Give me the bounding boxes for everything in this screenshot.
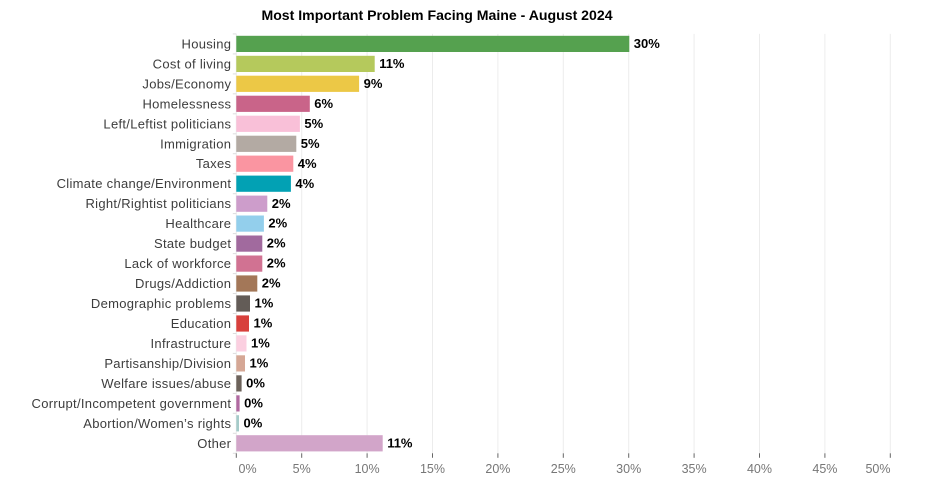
svg-text:Partisanship/Division: Partisanship/Division	[104, 356, 231, 371]
svg-text:Infrastructure: Infrastructure	[151, 336, 232, 351]
svg-text:2%: 2%	[268, 216, 287, 231]
svg-text:20%: 20%	[485, 462, 510, 476]
svg-text:0%: 0%	[239, 462, 257, 476]
svg-text:Most Important Problem Facing: Most Important Problem Facing Maine - Au…	[261, 7, 612, 23]
svg-text:6%: 6%	[314, 96, 333, 111]
svg-text:Demographic problems: Demographic problems	[91, 296, 232, 311]
svg-text:50%: 50%	[865, 462, 890, 476]
svg-text:Jobs/Economy: Jobs/Economy	[142, 76, 231, 91]
svg-text:11%: 11%	[379, 56, 405, 71]
svg-text:0%: 0%	[244, 396, 263, 411]
svg-text:Other: Other	[197, 436, 231, 451]
svg-text:10%: 10%	[355, 462, 380, 476]
svg-text:15%: 15%	[420, 462, 445, 476]
svg-text:Housing: Housing	[182, 36, 232, 51]
svg-text:1%: 1%	[254, 316, 273, 331]
svg-text:Climate change/Environment: Climate change/Environment	[57, 176, 232, 191]
svg-text:40%: 40%	[747, 462, 772, 476]
svg-text:Welfare issues/abuse: Welfare issues/abuse	[101, 376, 231, 391]
svg-text:5%: 5%	[293, 462, 311, 476]
svg-text:Cost of living: Cost of living	[153, 56, 232, 71]
svg-text:Left/Leftist politicians: Left/Leftist politicians	[103, 116, 231, 131]
svg-text:30%: 30%	[616, 462, 641, 476]
svg-text:Lack of workforce: Lack of workforce	[124, 256, 231, 271]
svg-text:1%: 1%	[255, 296, 274, 311]
svg-text:1%: 1%	[250, 356, 269, 371]
svg-text:0%: 0%	[244, 415, 263, 430]
svg-text:35%: 35%	[682, 462, 707, 476]
svg-text:Drugs/Addiction: Drugs/Addiction	[135, 276, 231, 291]
svg-text:Corrupt/Incompetent government: Corrupt/Incompetent government	[32, 396, 232, 411]
svg-text:25%: 25%	[551, 462, 576, 476]
svg-text:2%: 2%	[272, 196, 291, 211]
svg-text:State budget: State budget	[154, 236, 231, 251]
svg-text:11%: 11%	[387, 435, 413, 450]
svg-text:Abortion/Women’s rights: Abortion/Women’s rights	[83, 416, 231, 431]
svg-text:5%: 5%	[304, 116, 323, 131]
svg-text:5%: 5%	[301, 136, 320, 151]
svg-text:Right/Rightist politicians: Right/Rightist politicians	[85, 196, 231, 211]
svg-text:2%: 2%	[262, 276, 281, 291]
svg-text:4%: 4%	[295, 176, 314, 191]
svg-text:45%: 45%	[812, 462, 837, 476]
svg-text:2%: 2%	[267, 236, 286, 251]
svg-text:Immigration: Immigration	[160, 136, 231, 151]
svg-text:30%: 30%	[634, 36, 660, 51]
svg-text:9%: 9%	[364, 76, 383, 91]
svg-text:4%: 4%	[298, 156, 317, 171]
svg-text:Healthcare: Healthcare	[165, 216, 231, 231]
svg-text:Homelessness: Homelessness	[142, 96, 231, 111]
svg-text:0%: 0%	[246, 376, 265, 391]
svg-text:Taxes: Taxes	[196, 156, 232, 171]
svg-text:Education: Education	[171, 316, 232, 331]
svg-text:1%: 1%	[251, 336, 270, 351]
svg-text:2%: 2%	[267, 256, 286, 271]
